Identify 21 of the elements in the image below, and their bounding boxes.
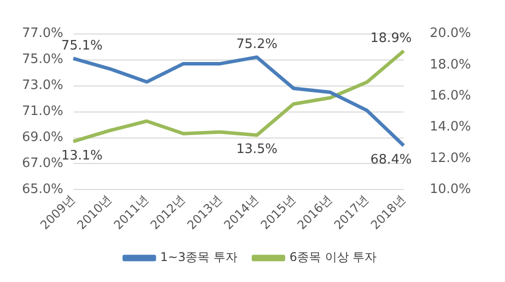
y-tick-label: 65.0%	[22, 182, 64, 198]
data-label: 18.9%	[370, 30, 412, 46]
y-tick-label: 75.0%	[22, 52, 64, 68]
y2-tick-label: 14.0%	[430, 120, 472, 135]
y-tick-label: 69.0%	[22, 130, 64, 146]
y2-tick-label: 10.0%	[430, 182, 472, 198]
data-label: 75.1%	[61, 38, 103, 54]
y2-tick-label: 12.0%	[430, 150, 472, 166]
y2-tick-label: 16.0%	[430, 88, 472, 104]
data-label: 13.1%	[61, 148, 103, 164]
y-tick-label: 71.0%	[22, 104, 64, 120]
y2-tick-label: 20.0%	[430, 26, 472, 42]
data-label: 68.4%	[370, 152, 412, 168]
y-tick-label: 67.0%	[22, 156, 64, 172]
y-tick-label: 73.0%	[22, 78, 64, 94]
y2-tick-label: 18.0%	[430, 57, 472, 72]
legend-label: 1~3종목 투자	[160, 250, 238, 264]
data-label: 13.5%	[236, 142, 278, 158]
y-tick-label: 77.0%	[22, 26, 64, 42]
legend-label: 6종목 이상 투자	[289, 250, 377, 264]
data-label: 75.2%	[236, 37, 278, 52]
